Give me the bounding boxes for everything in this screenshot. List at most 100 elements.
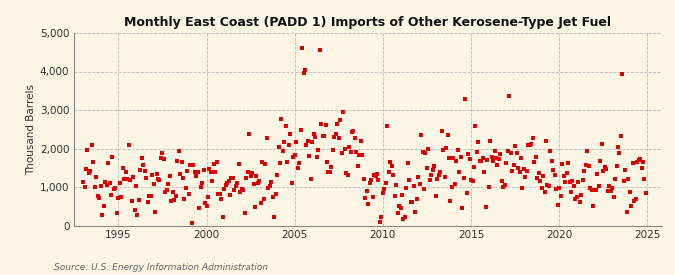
Point xyxy=(422,166,433,170)
Point xyxy=(370,174,381,179)
Point xyxy=(136,156,147,160)
Point xyxy=(506,151,516,155)
Point xyxy=(316,122,327,126)
Point xyxy=(367,195,378,199)
Point xyxy=(379,186,389,191)
Point xyxy=(472,149,483,154)
Point xyxy=(260,162,271,166)
Point xyxy=(191,174,202,178)
Point xyxy=(329,135,340,140)
Point xyxy=(417,150,428,155)
Point xyxy=(429,164,439,168)
Y-axis label: Thousand Barrels: Thousand Barrels xyxy=(26,84,36,175)
Point xyxy=(103,161,113,165)
Point xyxy=(357,153,368,157)
Point xyxy=(513,166,524,170)
Point xyxy=(576,193,587,197)
Point xyxy=(169,198,180,202)
Point xyxy=(84,171,95,175)
Point xyxy=(479,169,489,174)
Point xyxy=(277,148,288,153)
Point xyxy=(522,169,533,173)
Point xyxy=(580,162,591,167)
Point xyxy=(296,46,307,50)
Point xyxy=(466,178,477,182)
Point xyxy=(159,157,169,161)
Point xyxy=(153,177,163,182)
Point xyxy=(408,184,419,188)
Point xyxy=(128,174,138,179)
Point xyxy=(307,140,318,145)
Point xyxy=(470,124,481,128)
Point xyxy=(623,177,634,181)
Point xyxy=(533,170,544,175)
Point xyxy=(381,181,392,185)
Point xyxy=(532,176,543,180)
Point xyxy=(154,178,165,182)
Point xyxy=(531,155,541,160)
Point xyxy=(536,186,547,190)
Point xyxy=(636,166,647,170)
Point xyxy=(611,164,622,168)
Point xyxy=(400,215,410,219)
Point xyxy=(627,161,638,166)
Point xyxy=(344,145,354,149)
Point xyxy=(491,156,502,160)
Point xyxy=(630,197,641,201)
Point xyxy=(561,170,572,175)
Point xyxy=(601,166,612,171)
Point xyxy=(362,202,373,207)
Point xyxy=(306,177,317,181)
Point xyxy=(157,151,168,156)
Point xyxy=(94,196,105,200)
Point xyxy=(300,68,310,73)
Point xyxy=(124,143,134,147)
Point xyxy=(551,187,562,192)
Point xyxy=(144,194,155,198)
Point xyxy=(457,205,468,210)
Point xyxy=(435,170,446,174)
Point xyxy=(451,159,462,163)
Point xyxy=(91,175,102,179)
Point xyxy=(246,170,257,175)
Point xyxy=(638,160,649,164)
Point xyxy=(323,169,334,174)
Point xyxy=(132,213,143,218)
Point xyxy=(311,155,322,160)
Point xyxy=(105,193,116,197)
Point xyxy=(514,169,525,174)
Point xyxy=(241,175,252,180)
Point xyxy=(319,134,329,138)
Point xyxy=(547,159,558,164)
Point xyxy=(205,170,216,175)
Point xyxy=(493,156,504,161)
Point xyxy=(397,193,408,197)
Point xyxy=(178,175,188,180)
Point xyxy=(217,215,228,219)
Point xyxy=(610,177,620,181)
Point xyxy=(358,177,369,182)
Point xyxy=(236,187,247,191)
Point xyxy=(167,189,178,194)
Point xyxy=(213,192,223,196)
Point xyxy=(361,188,372,193)
Point xyxy=(622,210,632,214)
Point xyxy=(542,183,553,187)
Point xyxy=(273,145,284,149)
Point xyxy=(145,194,156,199)
Point xyxy=(120,170,131,174)
Point xyxy=(308,132,319,136)
Point xyxy=(564,180,575,185)
Point xyxy=(254,179,265,183)
Point xyxy=(250,205,261,209)
Point xyxy=(373,178,384,183)
Point xyxy=(443,155,454,160)
Point xyxy=(238,188,248,192)
Point xyxy=(346,130,357,134)
Point xyxy=(543,184,554,189)
Point xyxy=(294,161,304,165)
Point xyxy=(179,197,190,201)
Point xyxy=(567,179,578,183)
Point xyxy=(331,132,342,136)
Point xyxy=(290,152,300,157)
